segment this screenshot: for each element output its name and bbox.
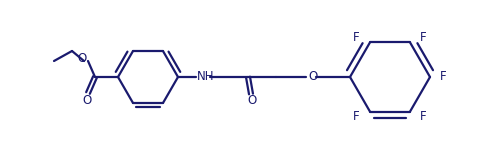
Text: O: O — [77, 53, 86, 65]
Text: NH: NH — [197, 71, 214, 83]
Text: O: O — [247, 95, 256, 107]
Text: F: F — [439, 71, 446, 83]
Text: F: F — [353, 31, 359, 44]
Text: O: O — [307, 71, 317, 83]
Text: F: F — [353, 110, 359, 123]
Text: O: O — [82, 93, 91, 107]
Text: F: F — [419, 110, 426, 123]
Text: F: F — [419, 31, 426, 44]
